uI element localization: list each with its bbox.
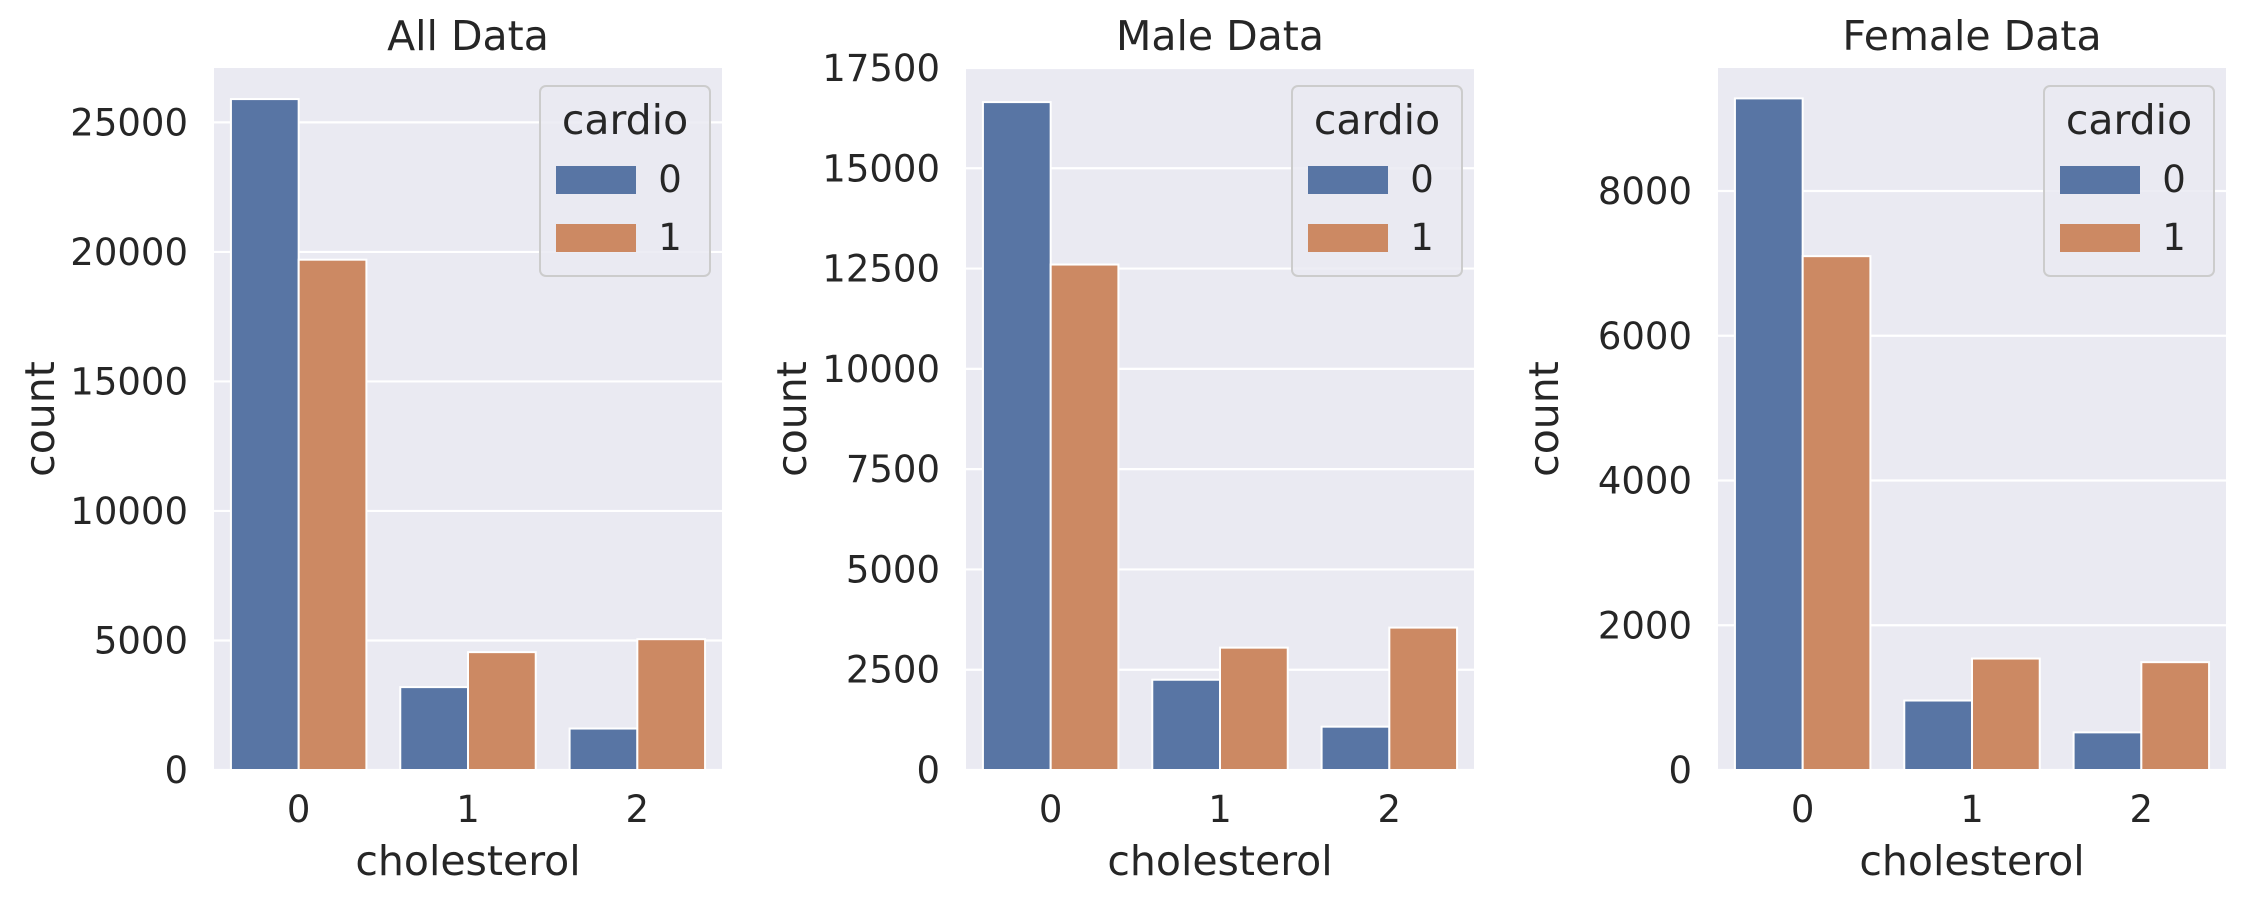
bar-cardio-0-chol-0 xyxy=(981,101,1052,771)
y-tick-label: 12500 xyxy=(822,248,940,291)
legend-swatch-0 xyxy=(2060,166,2140,194)
bar-cardio-0-chol-2 xyxy=(2072,731,2143,771)
chart-title: Female Data xyxy=(1842,12,2101,60)
y-axis-label: count xyxy=(1520,361,1568,477)
y-tick-label: 15000 xyxy=(822,147,940,190)
x-tick-label: 0 xyxy=(287,788,311,831)
x-axis-label: cholesterol xyxy=(1107,837,1332,885)
bar-cardio-1-chol-2 xyxy=(2140,661,2211,771)
y-axis-label: count xyxy=(768,361,816,477)
y-tick-label: 17500 xyxy=(822,47,940,90)
bar-cardio-1-chol-0 xyxy=(1801,255,1872,771)
legend-label: 1 xyxy=(2162,216,2186,259)
bar-cardio-0-chol-1 xyxy=(1903,699,1974,771)
y-tick-label: 2500 xyxy=(846,649,940,692)
legend-title: cardio xyxy=(1314,96,1440,144)
bar-cardio-0-chol-2 xyxy=(1320,725,1391,772)
legend-label: 1 xyxy=(658,216,682,259)
bar-cardio-0-chol-2 xyxy=(568,727,639,772)
legend: cardio 0 1 xyxy=(539,85,711,277)
x-tick-label: 1 xyxy=(1960,788,1984,831)
legend-swatch-0 xyxy=(556,166,636,194)
bar-cardio-1-chol-0 xyxy=(297,258,368,771)
x-tick-label: 0 xyxy=(1039,788,1063,831)
legend-title: cardio xyxy=(562,96,688,144)
x-tick-label: 2 xyxy=(2130,788,2154,831)
y-tick-label: 0 xyxy=(916,749,940,792)
y-tick-label: 10000 xyxy=(70,490,188,533)
legend-label: 1 xyxy=(1410,216,1434,259)
legend: cardio 0 1 xyxy=(1291,85,1463,277)
x-tick-label: 0 xyxy=(1791,788,1815,831)
bar-cardio-1-chol-1 xyxy=(1219,646,1289,771)
bar-cardio-0-chol-0 xyxy=(229,98,300,771)
bar-cardio-0-chol-1 xyxy=(1151,678,1222,771)
y-tick-label: 0 xyxy=(164,749,188,792)
y-tick-label: 15000 xyxy=(70,360,188,403)
bar-cardio-1-chol-2 xyxy=(1388,626,1459,772)
legend-swatch-1 xyxy=(556,224,636,252)
legend-swatch-0 xyxy=(1308,166,1388,194)
x-tick-label: 1 xyxy=(456,788,480,831)
x-tick-label: 2 xyxy=(1378,788,1402,831)
chart-title: Male Data xyxy=(1116,12,1324,60)
y-tick-label: 10000 xyxy=(822,348,940,391)
x-tick-label: 2 xyxy=(626,788,650,831)
legend-swatch-1 xyxy=(2060,224,2140,252)
y-tick-label: 4000 xyxy=(1598,460,1692,503)
legend-label: 0 xyxy=(2162,158,2186,201)
legend-title: cardio xyxy=(2066,96,2192,144)
y-tick-label: 6000 xyxy=(1598,315,1692,358)
chart-title: All Data xyxy=(387,12,549,60)
y-tick-label: 20000 xyxy=(70,231,188,274)
bar-cardio-0-chol-0 xyxy=(1733,97,1804,771)
x-axis-label: cholesterol xyxy=(1859,837,2084,885)
bar-cardio-0-chol-1 xyxy=(399,686,469,771)
y-tick-label: 7500 xyxy=(846,448,940,491)
bar-cardio-1-chol-0 xyxy=(1049,263,1120,771)
bar-cardio-1-chol-2 xyxy=(636,638,707,771)
chart-panel-0: 0 5000 10000 15000 20000 25000 0 1 2 All Data chol… xyxy=(16,12,722,885)
bar-cardio-1-chol-1 xyxy=(467,651,537,772)
legend-label: 0 xyxy=(658,158,682,201)
y-tick-label: 5000 xyxy=(846,548,940,591)
x-axis-label: cholesterol xyxy=(355,837,580,885)
bar-cardio-1-chol-1 xyxy=(1971,657,2041,772)
y-tick-label: 8000 xyxy=(1598,170,1692,213)
y-tick-label: 2000 xyxy=(1598,604,1692,647)
y-tick-label: 5000 xyxy=(94,619,188,662)
chart-panel-2: 0 2000 4000 6000 8000 0 1 2 Female Data cholester… xyxy=(1520,12,2226,885)
y-tick-label: 0 xyxy=(1668,749,1692,792)
legend-swatch-1 xyxy=(1308,224,1388,252)
y-tick-label: 25000 xyxy=(70,101,188,144)
x-tick-label: 1 xyxy=(1208,788,1232,831)
legend-label: 0 xyxy=(1410,158,1434,201)
y-axis-label: count xyxy=(16,361,64,477)
chart-panel-1: 0 2500 5000 7500 10000 12500 15000 17500 0 1 2 Male… xyxy=(768,12,1474,885)
legend: cardio 0 1 xyxy=(2043,85,2215,277)
